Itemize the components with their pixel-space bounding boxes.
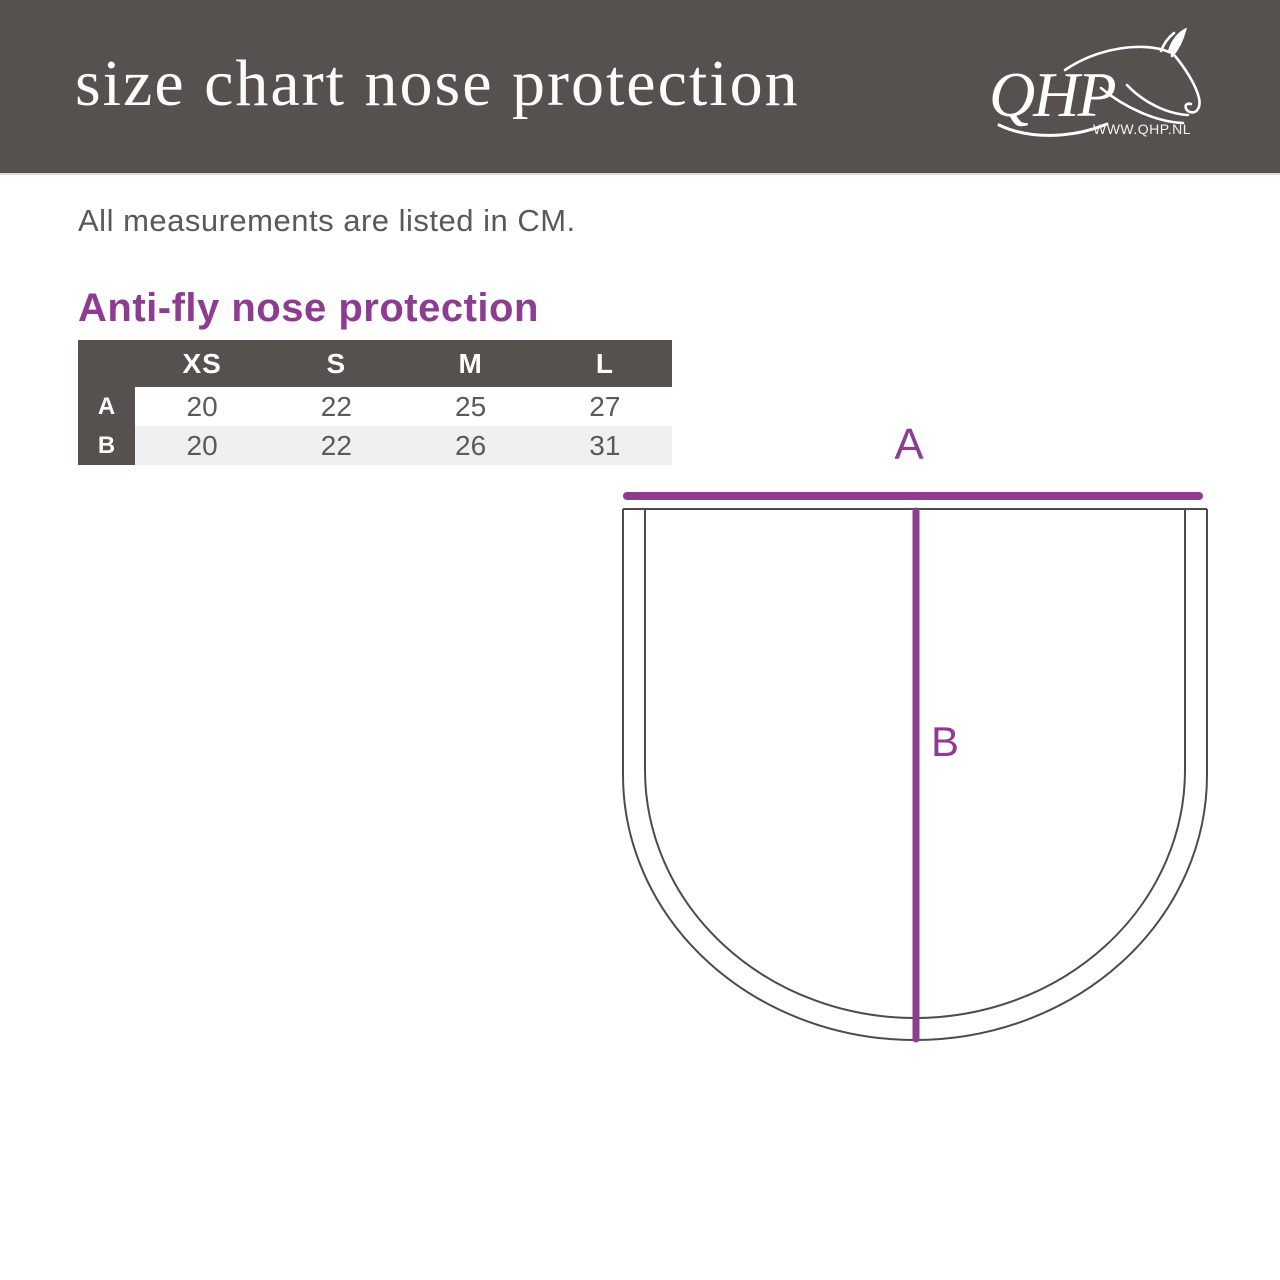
- cell-a-xs: 20: [186, 390, 218, 422]
- qhp-logo: QHP WWW.QHP.NL: [989, 28, 1201, 137]
- cell-b-xs: 20: [186, 429, 218, 461]
- logo-swash: [997, 122, 1109, 137]
- size-table: XS S M L A 20 22 25 27 B 20 22 26 31: [78, 340, 672, 465]
- cell-a-l: 27: [589, 390, 621, 422]
- table-row: B 20 22 26 31: [78, 426, 672, 465]
- horse-head-icon: [1063, 28, 1201, 125]
- diagram-label-b: B: [931, 718, 959, 765]
- qhp-logo-text: QHP: [989, 59, 1115, 130]
- column-header-xs: XS: [182, 347, 222, 379]
- table-corner-cell: [78, 340, 135, 387]
- column-header-l: L: [595, 347, 614, 379]
- nose-protection-diagram: A B: [622, 420, 1208, 1043]
- header-banner: size chart nose protection QHP WWW.QHP.N…: [0, 0, 1280, 175]
- row-label-b: B: [78, 426, 135, 465]
- diagram-label-a: A: [894, 420, 924, 469]
- column-header-s: S: [326, 347, 347, 379]
- table-row: A 20 22 25 27: [78, 387, 672, 426]
- section-title: Anti-fly nose protection: [78, 286, 539, 330]
- cell-a-m: 25: [455, 390, 487, 422]
- page-title: size chart nose protection: [75, 46, 800, 120]
- cell-b-s: 22: [320, 429, 352, 461]
- column-header-m: M: [458, 347, 483, 379]
- cell-a-s: 22: [320, 390, 352, 422]
- row-label-a: A: [78, 387, 135, 426]
- size-table-header-row: XS S M L: [78, 340, 672, 387]
- cell-b-m: 26: [455, 429, 487, 461]
- logo-url: WWW.QHP.NL: [1093, 121, 1191, 137]
- cell-b-l: 31: [589, 429, 621, 461]
- measurement-note: All measurements are listed in CM.: [78, 203, 576, 238]
